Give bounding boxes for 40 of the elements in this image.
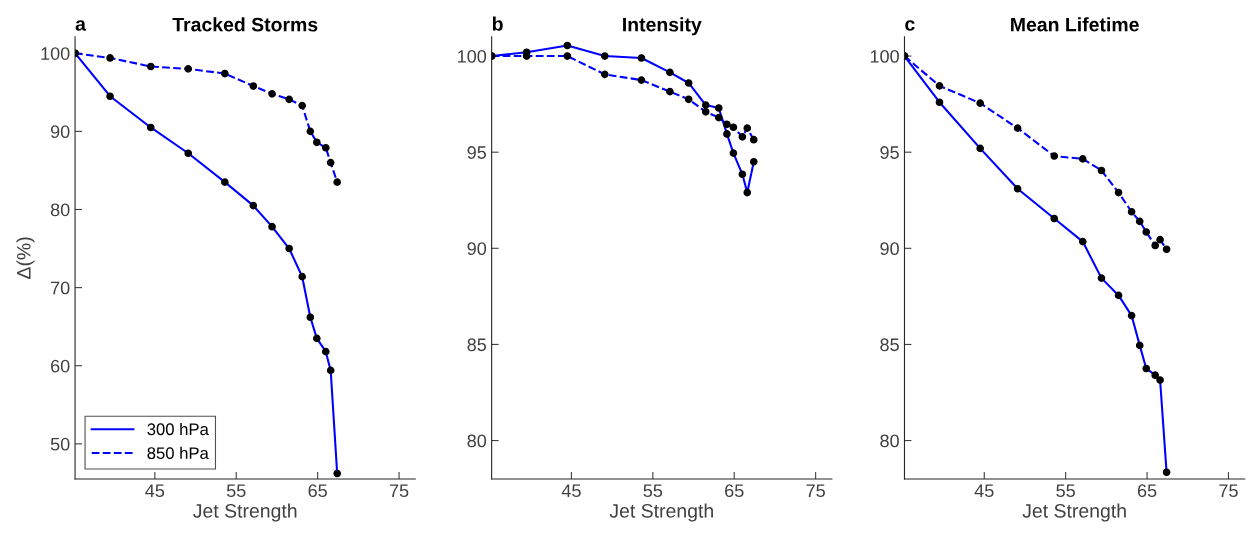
y-tick-label: 90 <box>50 125 70 139</box>
y-tick-label: 90 <box>467 242 487 256</box>
y-tick-label: 100 <box>41 47 70 60</box>
x-tick-label: 65 <box>1137 484 1157 498</box>
y-tick-label: 95 <box>880 146 899 159</box>
x-axis-title: Jet Strength <box>193 503 297 522</box>
x-tick-label: 75 <box>389 484 409 498</box>
chart-title: Tracked Storms <box>172 17 318 32</box>
x-tick-label: 65 <box>725 484 744 498</box>
chart-title: Mean Lifetime <box>1011 17 1139 32</box>
y-tick-label: 70 <box>51 281 70 295</box>
y-tick-label: 80 <box>50 203 70 217</box>
x-tick-label: 45 <box>561 484 581 498</box>
y-tick-label: 85 <box>467 338 487 352</box>
text: c <box>905 20 915 31</box>
y-tick-label: 80 <box>880 434 899 448</box>
y-tick-label: 50 <box>50 437 70 451</box>
text: a <box>75 20 86 31</box>
legend-label: 300 hPa <box>147 422 209 436</box>
y-tick-label: 80 <box>467 434 487 448</box>
y-tick-label: 100 <box>870 50 899 63</box>
x-tick-label: 55 <box>1056 484 1075 498</box>
y-axis-title: Δ(%) <box>16 237 35 279</box>
y-tick-label: 100 <box>458 50 487 63</box>
y-tick-label: 90 <box>880 242 899 256</box>
legend-label: 850 hPa <box>147 446 209 460</box>
y-tick-label: 95 <box>467 146 487 159</box>
x-axis-title: Jet Strength <box>609 503 713 522</box>
x-tick-label: 75 <box>1219 484 1238 498</box>
chart-title: Intensity <box>623 17 702 36</box>
x-tick-label: 55 <box>226 484 246 498</box>
x-tick-label: 45 <box>145 484 165 498</box>
x-tick-label: 65 <box>308 484 327 498</box>
text: b <box>492 16 503 31</box>
x-tick-label: 55 <box>643 484 663 498</box>
x-tick-label: 75 <box>806 484 825 498</box>
y-tick-label: 85 <box>880 338 899 352</box>
y-tick-label: 60 <box>51 359 70 373</box>
x-axis-title: Jet Strength <box>1022 503 1126 522</box>
x-tick-label: 45 <box>974 484 994 498</box>
